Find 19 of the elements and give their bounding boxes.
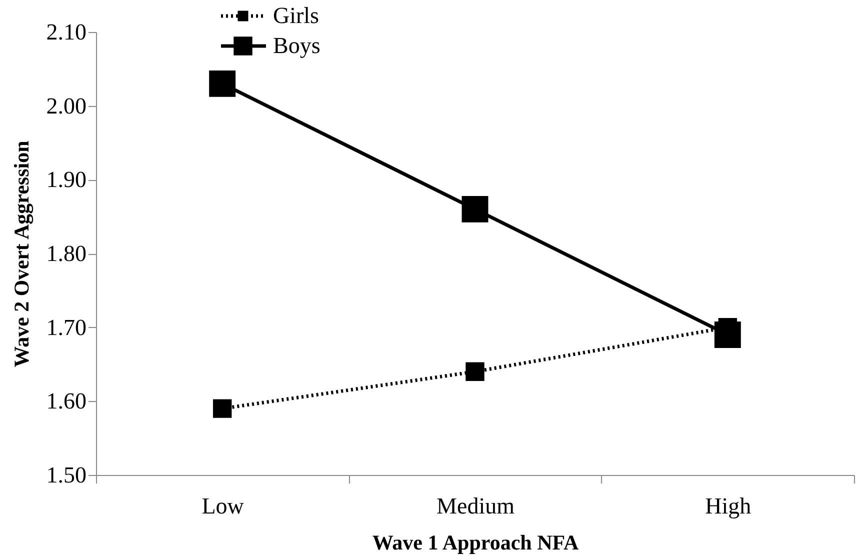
- y-tick-label: 2.00: [46, 93, 86, 118]
- point: [209, 70, 236, 97]
- y-tick-label: 1.80: [46, 241, 86, 266]
- x-tick-label: Medium: [436, 494, 515, 518]
- y-tick-label: 1.90: [46, 167, 86, 192]
- x-tick-label: Low: [202, 494, 244, 518]
- legend-label: Girls: [273, 3, 320, 28]
- x-tick-label: High: [705, 494, 752, 518]
- y-tick-label: 1.60: [46, 388, 86, 414]
- legend-label: Boys: [273, 33, 320, 58]
- point: [462, 196, 488, 222]
- point: [466, 362, 484, 381]
- point: [212, 399, 232, 418]
- y-tick-label: 1.70: [46, 314, 86, 340]
- y-axis-title: Wave 2 Overt Aggression: [9, 140, 34, 368]
- x-axis-title: Wave 1 Approach NFA: [372, 530, 580, 554]
- y-tick-label: 1.50: [46, 462, 86, 488]
- y-tick-label: 2.10: [46, 20, 86, 44]
- point: [714, 321, 741, 348]
